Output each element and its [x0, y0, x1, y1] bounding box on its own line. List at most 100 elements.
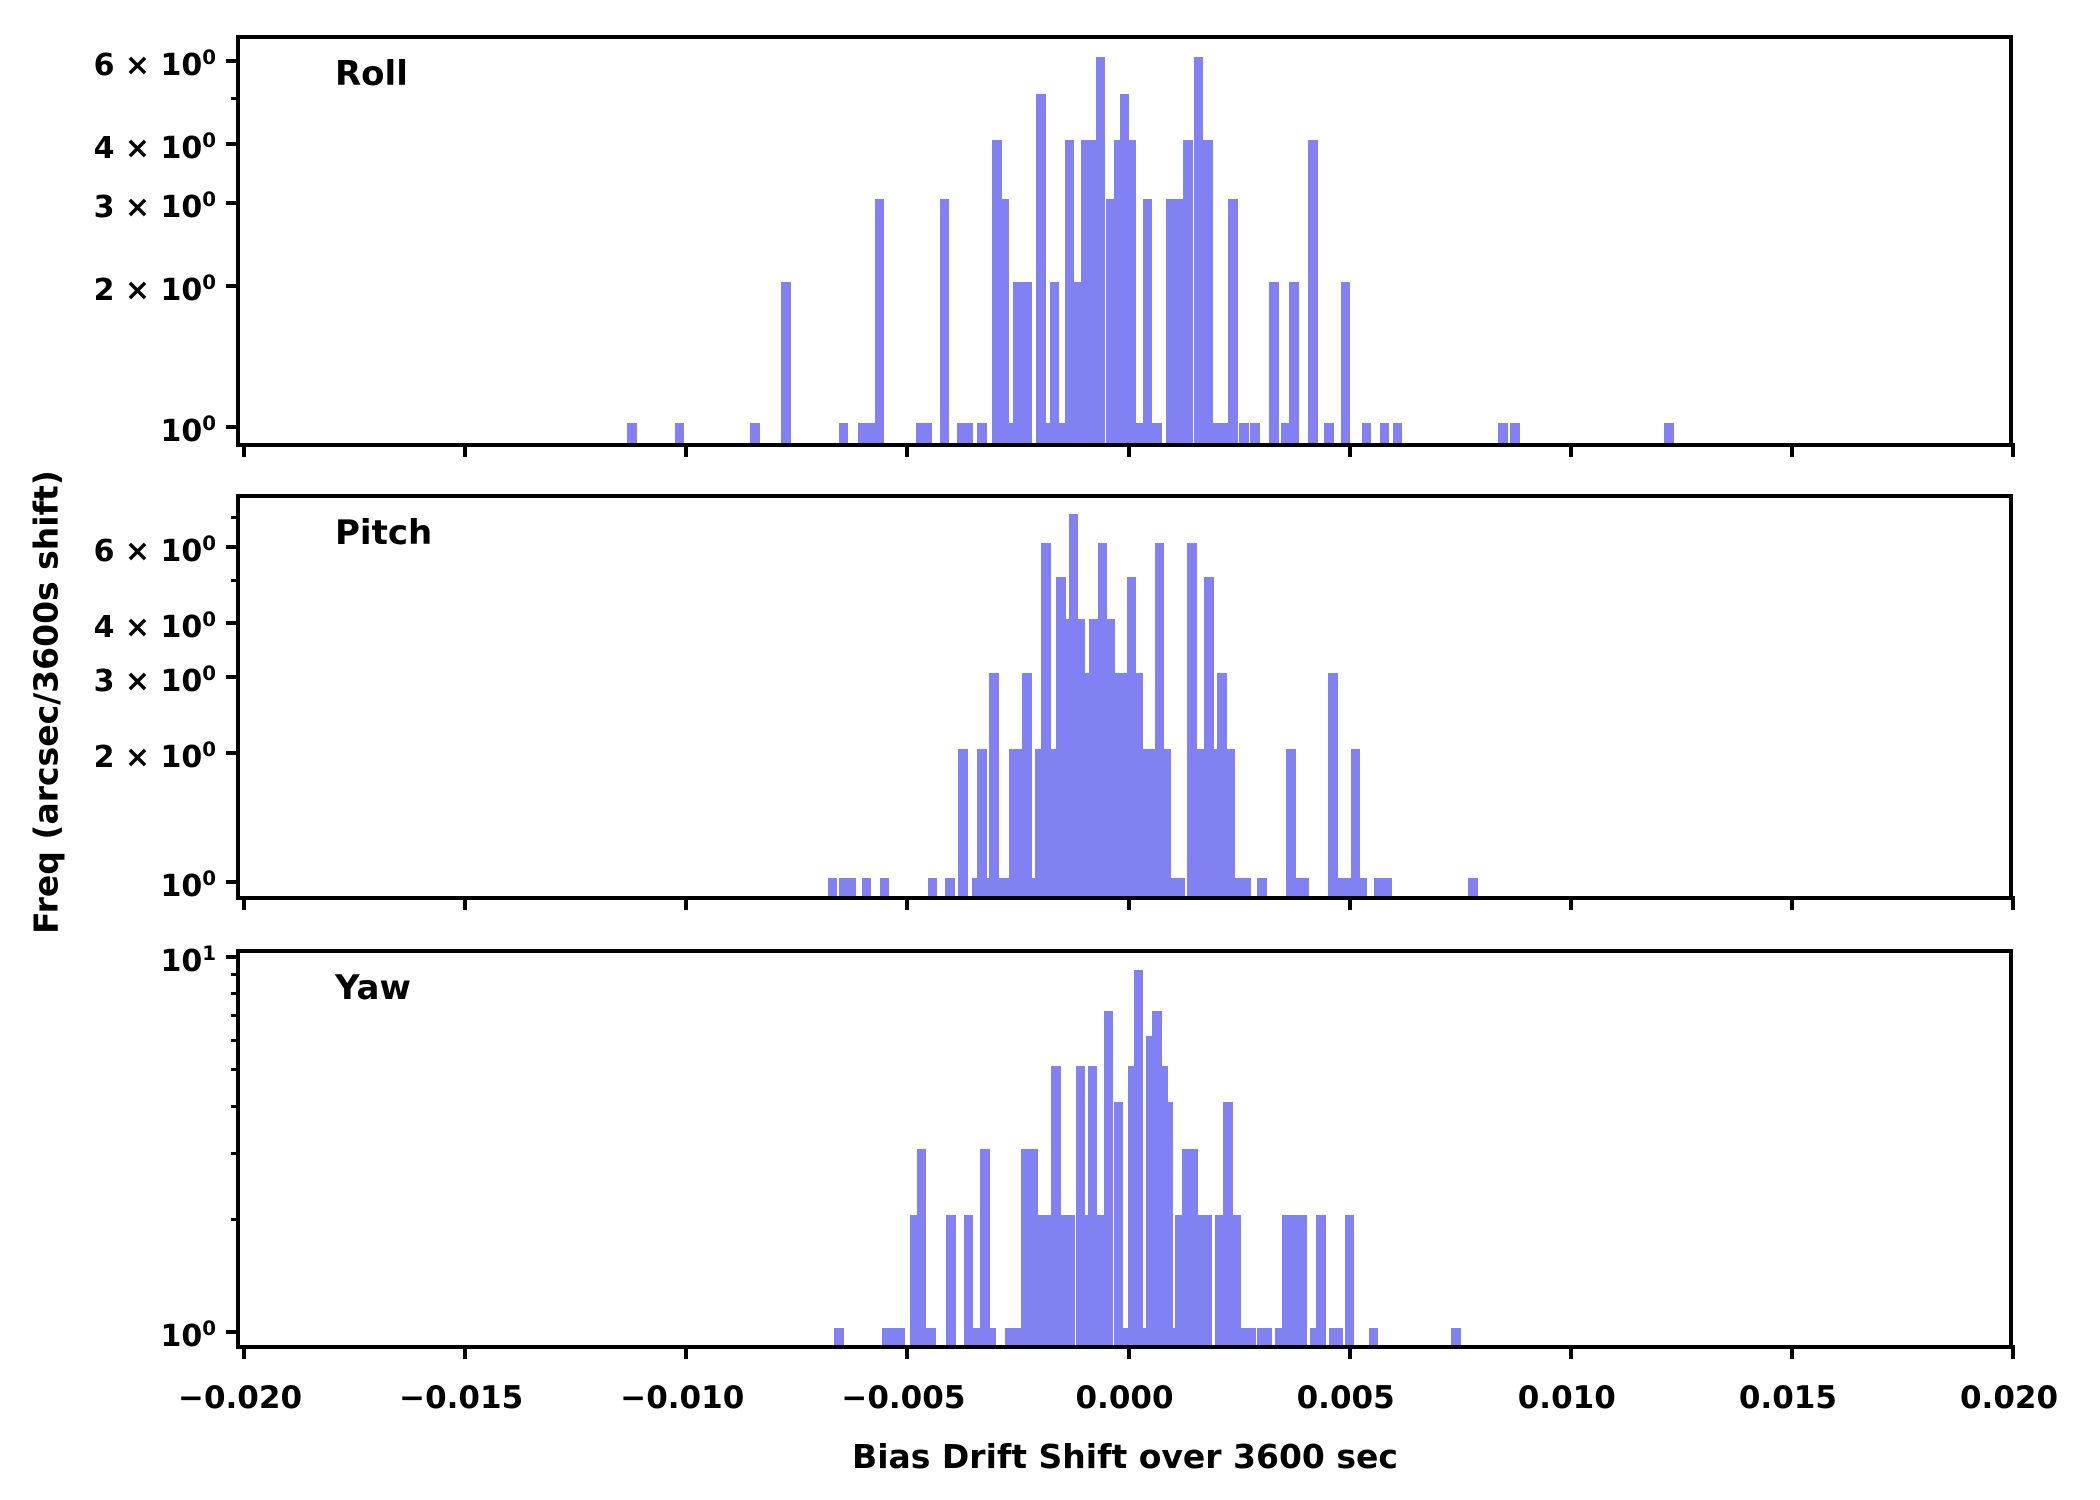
x-tick-mark [463, 1345, 468, 1359]
histogram-bar [983, 878, 994, 896]
histogram-bar [1152, 1011, 1162, 1345]
histogram-bar [827, 878, 838, 896]
histogram-bar [1202, 1215, 1212, 1345]
y-tick-mark [226, 620, 240, 625]
x-tick-mark [2011, 1345, 2015, 1359]
y-tick-mark [226, 955, 240, 959]
histogram-bar [1112, 672, 1123, 896]
plot-area [240, 498, 2009, 896]
histogram-bar [1064, 140, 1075, 443]
histogram-bar [1049, 281, 1060, 443]
x-tick-mark [1789, 896, 1794, 910]
panel-yaw: Yaw 101 100 [160, 944, 2015, 1359]
histogram-bar [1119, 94, 1130, 443]
histogram-bar [1095, 1215, 1106, 1345]
histogram-bar [874, 198, 885, 443]
histogram-bar [1297, 1215, 1308, 1345]
histogram-bar [1134, 423, 1145, 443]
y-tick-mark [226, 425, 240, 430]
y-tick-mark [226, 880, 240, 885]
x-tick-label: 0.005 [1296, 1380, 1395, 1416]
histogram-bar [1168, 878, 1178, 896]
x-tick-label: −0.010 [620, 1380, 745, 1416]
x-tick-mark [1347, 1345, 1352, 1359]
histogram-bar [1105, 618, 1116, 896]
histogram-bar [1105, 198, 1116, 443]
histogram-bar [834, 1328, 844, 1345]
histogram-bar [1013, 281, 1023, 443]
y-tick-mark [226, 1330, 240, 1335]
histogram-bar [1088, 618, 1099, 896]
y-tick-mark [226, 674, 240, 679]
histogram-bar [1221, 423, 1231, 443]
histogram-bar [1133, 970, 1144, 1345]
histogram-bar [1368, 1328, 1379, 1345]
histogram-bar [1141, 748, 1152, 896]
histogram-bar [1250, 423, 1260, 443]
y-tick-label: 2 × 100 [93, 737, 216, 775]
x-tick-mark [2011, 896, 2015, 910]
histogram-bar [1324, 423, 1334, 443]
histogram-bar [1204, 576, 1214, 896]
histogram-bar [1009, 748, 1019, 896]
histogram-bar [926, 1328, 936, 1345]
y-tick-mark [226, 283, 240, 288]
y-tick-mark [226, 142, 240, 147]
x-tick-label: −0.005 [841, 1380, 966, 1416]
histogram-bar [1292, 1215, 1302, 1345]
panel-roll: Roll 6 × 100 4 × 100 3 × 100 2 × 100 100 [94, 35, 2015, 457]
histogram-bar [879, 878, 890, 896]
histogram-bar [1097, 542, 1108, 896]
histogram-bar [1059, 1215, 1069, 1345]
histogram-bar [986, 1328, 996, 1345]
histogram-bar [1087, 1066, 1098, 1345]
histogram-bar [1203, 140, 1213, 443]
x-tick-mark [1789, 443, 1794, 457]
x-tick-mark [1568, 1345, 1573, 1359]
histogram-bar [1012, 1328, 1022, 1345]
x-tick-label: 0.000 [1075, 1380, 1174, 1416]
histogram-bar [1451, 1328, 1461, 1345]
histogram-bar [857, 423, 868, 443]
histogram-bar [1308, 140, 1318, 443]
histogram-bar [1035, 748, 1045, 896]
histogram-bar [980, 1149, 990, 1345]
histogram-bar [992, 140, 1002, 443]
y-minor-tick-mark [231, 579, 240, 583]
histogram-bar [1293, 878, 1303, 896]
histogram-bar [999, 198, 1009, 443]
histogram-bar [1068, 513, 1079, 896]
histogram-bar [1269, 281, 1279, 443]
x-tick-mark [242, 443, 246, 457]
histogram-bar [1239, 423, 1249, 443]
histogram-bar [970, 1328, 980, 1345]
histogram-bar [1257, 878, 1267, 896]
histogram-bar [916, 1149, 927, 1345]
histogram-bar [1282, 1215, 1292, 1345]
y-tick-mark [226, 544, 240, 549]
histogram-bar [1036, 94, 1046, 443]
histogram-bar [1152, 423, 1162, 443]
histogram-bar [1021, 672, 1032, 896]
x-tick-mark [684, 443, 689, 457]
histogram-bar [781, 281, 791, 443]
histogram-bar [946, 1215, 956, 1345]
histogram-bar [1087, 140, 1098, 443]
y-tick-label: 3 × 100 [93, 187, 216, 225]
histogram-bar [909, 1215, 920, 1345]
histogram-bar [1142, 198, 1153, 443]
y-tick-label: 4 × 100 [93, 129, 216, 167]
panel-title: Roll [335, 54, 408, 94]
x-tick-mark [242, 896, 246, 910]
histogram-bar [1127, 1066, 1138, 1345]
x-tick-mark [1789, 1345, 1794, 1359]
histogram-bar [1133, 672, 1144, 896]
y-minor-tick-mark [231, 1217, 240, 1221]
histogram-bar [1126, 576, 1137, 896]
x-tick-mark [463, 896, 468, 910]
histogram-bar [1274, 1328, 1285, 1345]
histogram-bar [1187, 542, 1197, 896]
histogram-bar [750, 423, 760, 443]
x-tick-mark [1126, 1345, 1131, 1359]
histogram-bar [1113, 1102, 1124, 1345]
